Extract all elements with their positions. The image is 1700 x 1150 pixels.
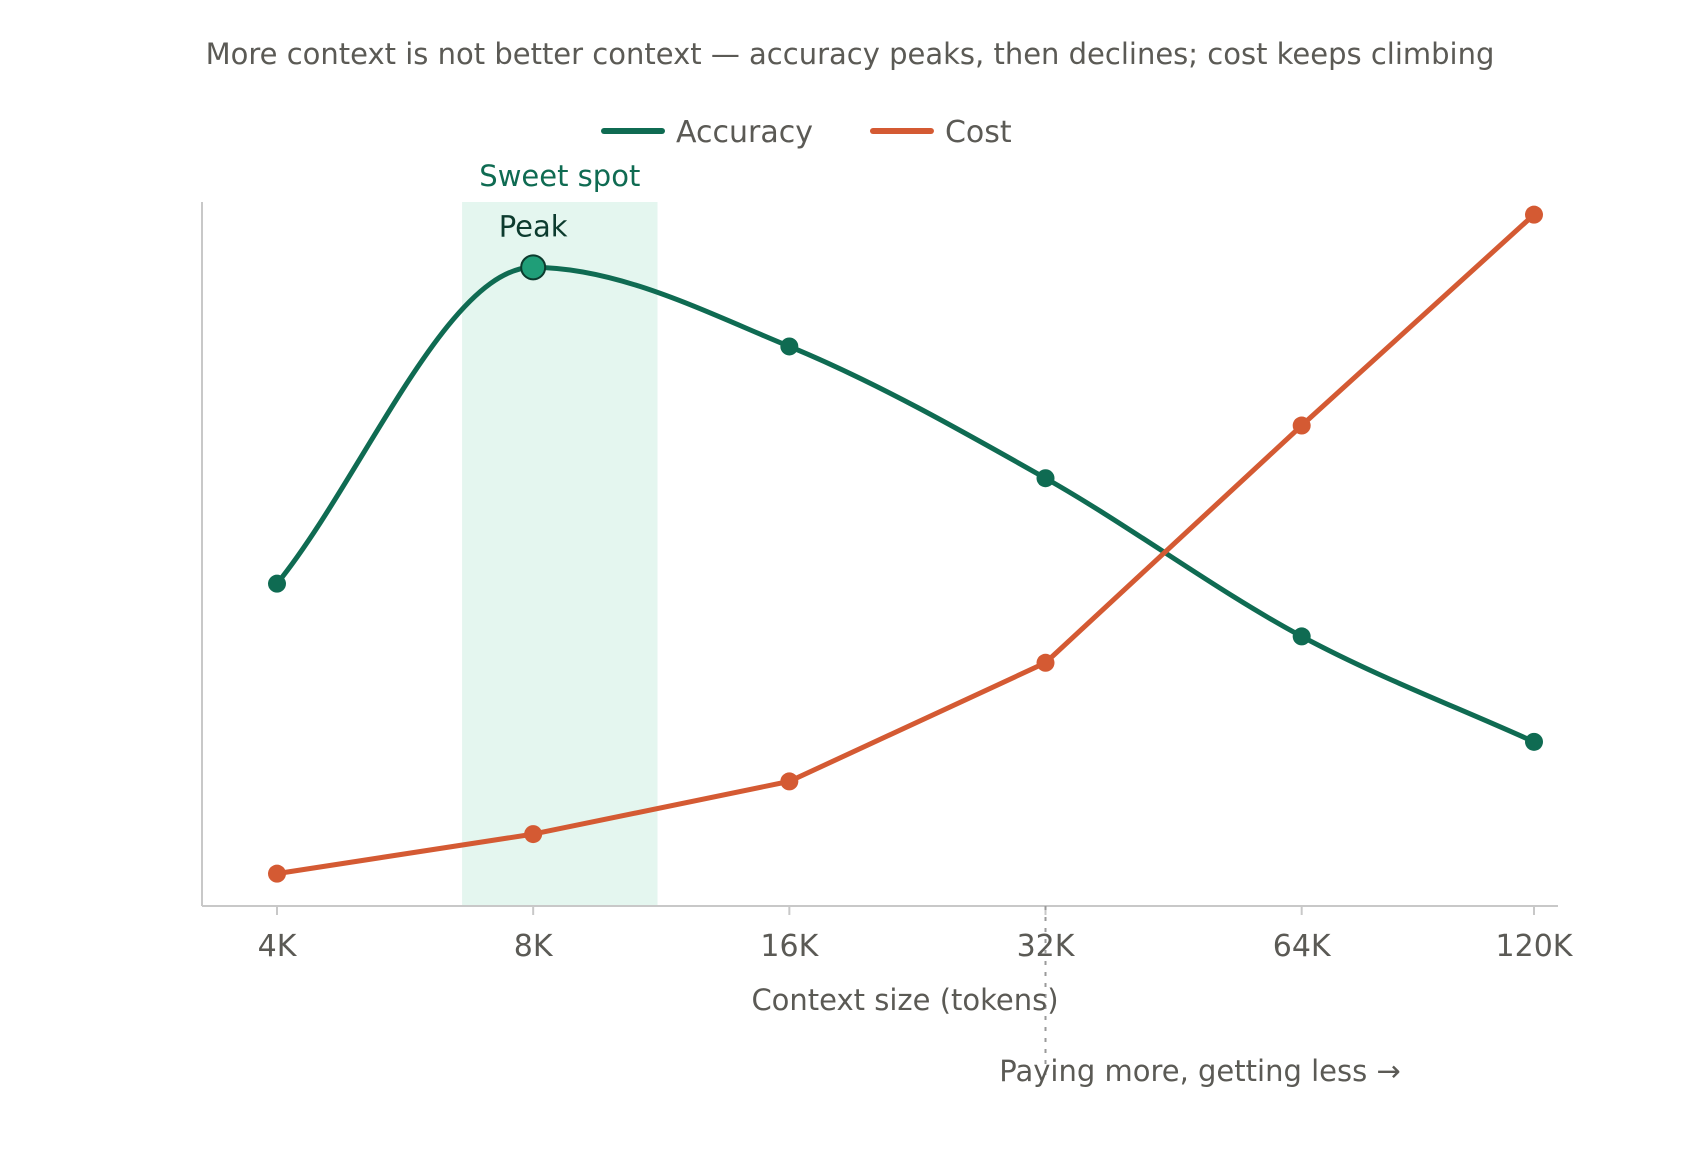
sweet-spot-band (462, 202, 658, 906)
peak-label: Peak (499, 209, 568, 243)
accuracy-data-point (1292, 627, 1311, 646)
x-tick-label: 120K (1496, 929, 1574, 964)
x-axis-label: Context size (tokens) (751, 983, 1058, 1017)
cost-data-point (524, 825, 543, 844)
legend-label: Cost (945, 115, 1012, 150)
divider-note: Paying more, getting less → (999, 1054, 1400, 1088)
cost-series-line (274, 212, 1537, 877)
sweet-spot-label: Sweet spot (479, 159, 640, 193)
x-tick-label: 64K (1273, 929, 1332, 964)
cost-data-point (1525, 205, 1543, 224)
cost-data-point (1036, 653, 1055, 672)
accuracy-data-point (1525, 732, 1543, 751)
cost-data-point (268, 864, 286, 883)
accuracy-data-point (268, 574, 286, 593)
cost-data-point (1292, 416, 1311, 435)
chart-title: More context is not better context — acc… (206, 37, 1495, 71)
legend-item-accuracy: Accuracy (601, 115, 813, 150)
accuracy-data-point (1036, 469, 1055, 488)
x-tick-label: 32K (1017, 929, 1076, 964)
legend-label: Accuracy (676, 115, 813, 150)
peak-marker (520, 254, 547, 281)
legend-item-cost: Cost (869, 115, 1012, 150)
legend: Accuracy Cost (601, 115, 1012, 150)
x-tick-label: 16K (760, 929, 819, 964)
accuracy-data-point (780, 337, 799, 356)
series-layer (268, 205, 1543, 883)
x-tick-label: 8K (514, 929, 554, 964)
cost-data-point (780, 772, 799, 791)
x-ticks: 4K 8K 16K 32K 64K 120K (258, 906, 1574, 964)
x-tick-label: 4K (258, 929, 298, 964)
